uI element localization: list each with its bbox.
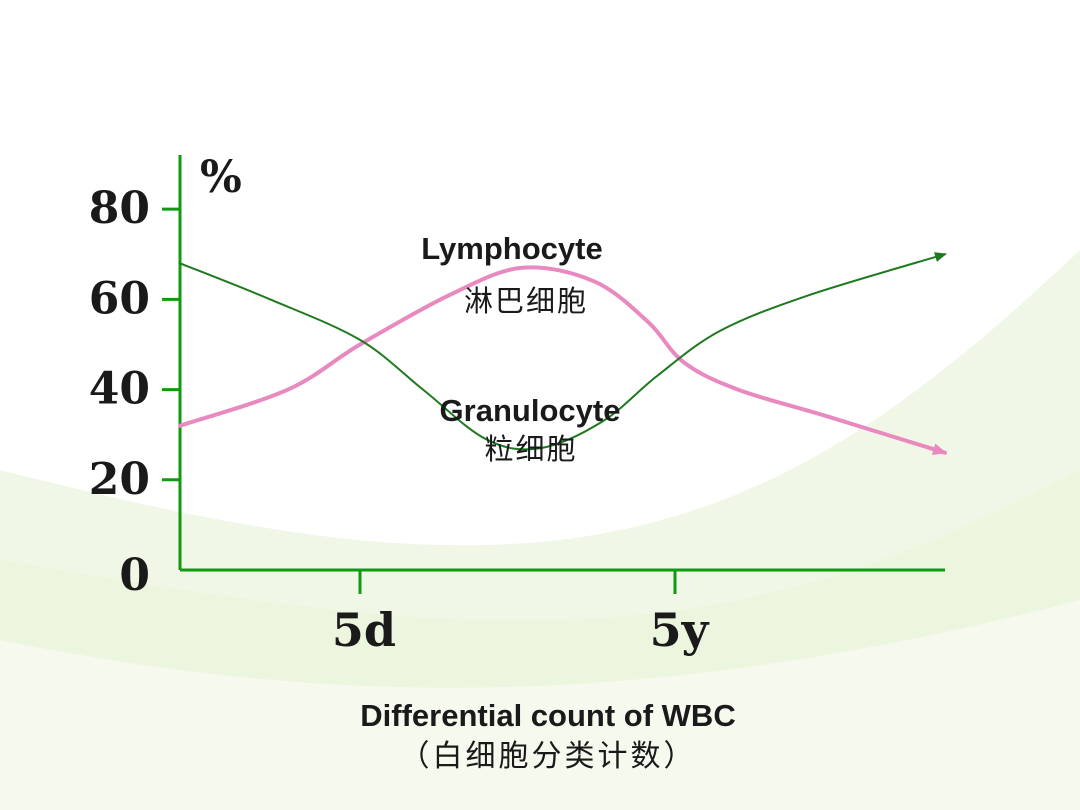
x-tick-label: 5y	[650, 603, 710, 657]
y-tick-label: 20	[89, 454, 150, 505]
chart-subtitle: （白细胞分类计数）	[400, 739, 697, 774]
series-label-granulocyte-cn: 粒细胞	[484, 432, 577, 466]
series-line-granulocyte	[179, 252, 947, 451]
chart-title: Differential count of WBC	[360, 698, 735, 733]
y-axis-unit-label: %	[200, 152, 242, 203]
y-axis-ticks: 0 20 40 60 80	[89, 183, 180, 601]
y-tick-label: 0	[119, 550, 150, 601]
x-tick-label: 5d	[332, 603, 396, 657]
series-label-granulocyte: Granulocyte	[440, 393, 621, 428]
axes	[178, 155, 945, 572]
x-axis-ticks: 5d 5y	[332, 570, 710, 657]
series-layer	[178, 252, 947, 455]
y-tick-label: 80	[89, 183, 150, 234]
y-tick-label: 60	[89, 273, 150, 324]
y-tick-label: 40	[89, 364, 150, 415]
series-label-lymphocyte: Lymphocyte	[421, 231, 602, 266]
series-label-lymphocyte-cn: 淋巴细胞	[464, 284, 588, 318]
series-line-lymphocyte	[178, 265, 947, 455]
